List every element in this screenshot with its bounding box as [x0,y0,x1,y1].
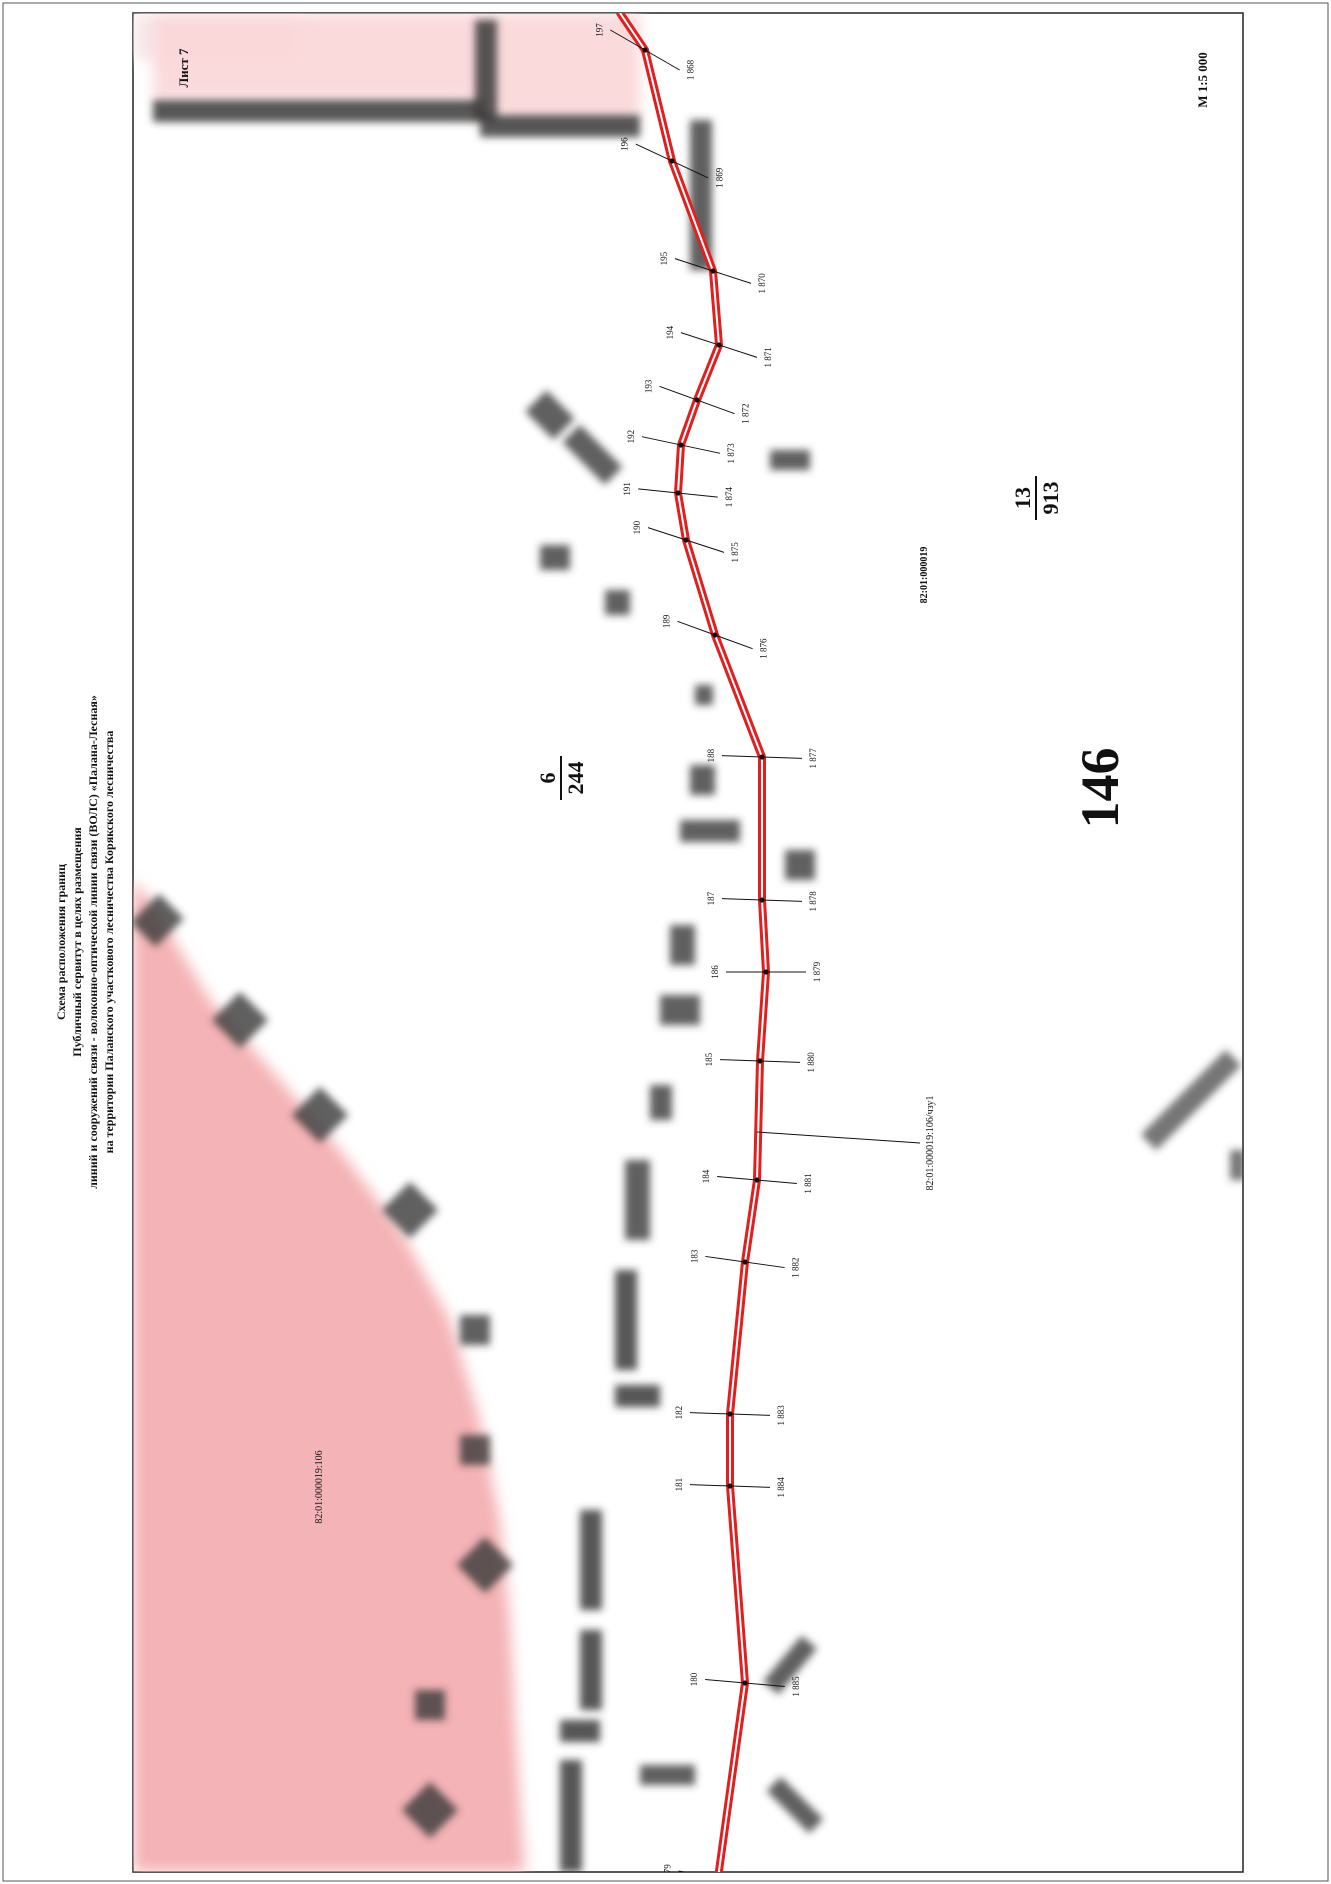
scale-label: М 1:5 000 [1195,52,1210,108]
point-label-left: 185 [704,1052,714,1066]
point-label-left: 192 [626,430,636,444]
title-line-4: на территории Паланского участкового лес… [102,731,116,1154]
point-label-left: 186 [710,965,720,979]
boundary-point[interactable] [642,47,648,53]
point-label-left: 196 [620,137,630,151]
point-label-right: 1 884 [776,1477,786,1498]
point-label-right: 1 881 [803,1173,813,1193]
boundary-point[interactable] [715,1875,720,1880]
point-label-left: 184 [701,1169,711,1183]
point-label-left: 189 [661,614,671,628]
point-label-left: 190 [632,520,642,534]
fraction-left: 6 244 [535,756,588,800]
fraction-right-numerator: 13 [1010,487,1035,509]
boundary-points: 179 1 886 180 1 885 181 1 884 182 1 883 183 1 882… [594,23,822,1884]
boundary-point[interactable] [712,632,718,638]
pink-parcel-label: 82:01:000019:106 [314,1450,325,1523]
title-block: Схема расположения границ Публичный серв… [54,695,116,1189]
quarter-label: 82:01:000019 [919,547,930,604]
forest-block-number: 146 [1070,748,1130,829]
boundary-point[interactable] [675,490,681,496]
point-label-left: 188 [706,748,716,762]
servitude-line[interactable] [619,13,767,1878]
boundary-point[interactable] [727,1411,733,1417]
boundary-point[interactable] [742,1680,748,1686]
point-label-right: 1 872 [741,404,751,424]
servitude-label: 82:01:000019:106/чзу1 [925,1096,936,1191]
boundary-point[interactable] [727,1483,733,1489]
boundary-tick [678,1870,687,1872]
point-label-left: 183 [689,1249,699,1263]
boundary-point[interactable] [669,158,675,164]
title-line-2: Публичный сервитут в целях размещения [70,827,84,1057]
point-label-right: 1 880 [806,1052,816,1073]
point-label-right: 1 877 [808,748,818,769]
servitude-leader-line [756,1131,921,1144]
fraction-left-denominator: 244 [563,762,588,795]
fraction-right-denominator: 913 [1038,482,1063,515]
fraction-left-numerator: 6 [535,773,560,784]
point-label-right: 1 883 [776,1405,786,1426]
point-label-left: 193 [643,379,653,393]
point-label-right: 1 870 [757,273,767,294]
point-label-left: 194 [665,325,675,339]
point-label-right: 1 871 [763,347,773,367]
point-label-right: 1 885 [791,1676,801,1697]
sheet-label: Лист 7 [176,48,191,88]
boundary-point[interactable] [754,1177,760,1183]
boundary-point[interactable] [678,442,684,448]
boundary-point[interactable] [759,754,765,760]
point-label-right: 1 868 [686,59,696,80]
point-label-right: 1 876 [759,638,769,659]
point-label-right: 1 869 [714,167,724,188]
point-label-right: 1 879 [812,961,822,982]
basemap-features [133,20,1243,1872]
boundary-point[interactable] [757,1058,763,1064]
point-label-left: 181 [674,1478,684,1492]
title-line-1: Схема расположения границ [54,864,68,1020]
point-label-left: 180 [689,1672,699,1686]
boundary-point[interactable] [710,268,716,274]
boundary-point[interactable] [683,537,689,543]
point-label-right: 1 873 [726,443,736,464]
boundary-point[interactable] [763,969,769,975]
point-label-right: 1 882 [791,1257,801,1277]
point-label-left: 191 [622,482,632,496]
point-label-right: 1 875 [730,542,740,563]
point-label-left: 187 [706,891,716,905]
title-line-3: линий и сооружений связи - волоконно-опт… [86,695,100,1189]
point-label-right: 1 878 [808,891,818,912]
boundary-point[interactable] [716,342,722,348]
fraction-right: 13 913 [1010,476,1063,520]
boundary-point[interactable] [742,1259,748,1265]
point-label-left: 197 [594,23,604,37]
point-label-right: 1 886 [763,1874,773,1884]
point-label-left: 195 [659,251,669,265]
point-label-left: 182 [674,1406,684,1420]
point-label-right: 1 874 [724,487,734,508]
boundary-point[interactable] [694,397,700,403]
pink-parcel-area [133,13,640,1872]
point-label-left: 179 [663,1864,673,1878]
boundary-point[interactable] [759,897,765,903]
